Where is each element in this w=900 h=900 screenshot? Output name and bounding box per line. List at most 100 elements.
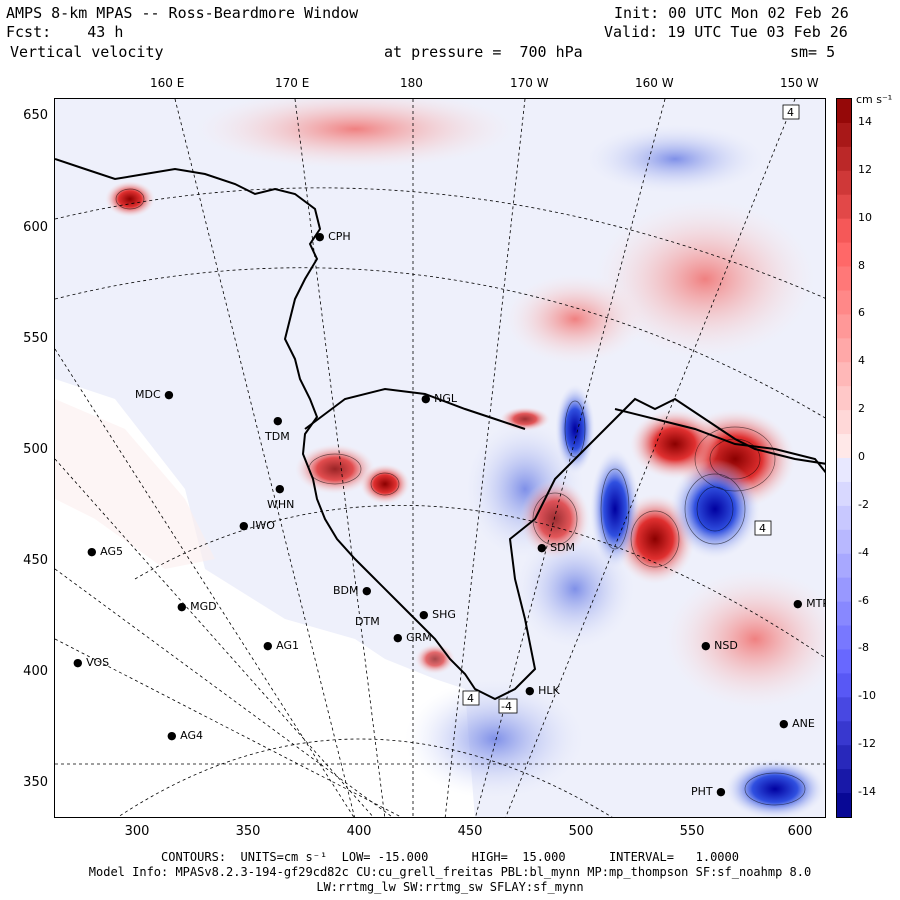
station-label: AG5 bbox=[100, 545, 123, 558]
updraft-core bbox=[360, 464, 410, 504]
colorbar-tick-label: -14 bbox=[858, 785, 876, 799]
colorbar-swatch bbox=[837, 146, 851, 172]
station-marker[interactable]: ● GRM bbox=[393, 631, 432, 644]
negative-patch bbox=[405, 679, 585, 799]
station-marker[interactable]: ● VOS bbox=[73, 656, 110, 669]
colorbar-swatch bbox=[837, 338, 851, 363]
colorbar-swatch bbox=[837, 793, 851, 818]
colorbar-tick-label: -10 bbox=[858, 689, 876, 703]
updraft-core bbox=[295, 444, 375, 494]
station-marker[interactable]: ● bbox=[273, 414, 283, 427]
y-tick-label: 400 bbox=[23, 664, 48, 679]
station-marker[interactable]: BDM ● bbox=[333, 584, 372, 597]
y-tick-label: 650 bbox=[23, 108, 48, 123]
colorbar-tick-label: 14 bbox=[858, 114, 872, 128]
station-label-box: TDM bbox=[265, 430, 290, 443]
colorbar-swatch bbox=[837, 170, 851, 196]
station-label: MDC bbox=[135, 388, 161, 401]
station-marker[interactable]: ● CPH bbox=[315, 230, 351, 243]
pressure-level: at pressure = 700 hPa bbox=[384, 43, 583, 61]
colorbar-swatch bbox=[837, 721, 851, 746]
station-label: HLK bbox=[538, 684, 560, 697]
station-marker[interactable]: ● AG5 bbox=[87, 545, 123, 558]
init-time: Init: 00 UTC Mon 02 Feb 26 bbox=[614, 4, 849, 22]
station-marker[interactable]: ● NSD bbox=[701, 639, 738, 652]
colorbar-swatch bbox=[837, 218, 851, 244]
station-marker[interactable]: ● MTR bbox=[793, 597, 825, 610]
x-tick-label: 500 bbox=[568, 824, 594, 839]
y-tick-label: 550 bbox=[23, 331, 48, 346]
station-marker[interactable]: ● NGL bbox=[421, 392, 457, 405]
station-label: AG4 bbox=[180, 729, 203, 742]
station-marker[interactable]: ● HLK bbox=[525, 684, 560, 697]
updraft-core bbox=[105, 181, 155, 217]
colorbar-swatch bbox=[837, 553, 851, 579]
station-marker[interactable]: PHT ● bbox=[691, 785, 726, 798]
colorbar-swatch bbox=[837, 410, 851, 435]
colorbar-tick-label: -12 bbox=[858, 737, 876, 751]
colorbar-swatch bbox=[837, 458, 851, 483]
colorbar-swatches bbox=[837, 99, 851, 818]
station-label: GRM bbox=[406, 631, 432, 644]
colorbar-tick-label: -2 bbox=[858, 497, 869, 511]
station-label: NSD bbox=[714, 639, 738, 652]
station-marker[interactable]: ● ANE bbox=[779, 717, 815, 730]
lon-label: 160 W bbox=[635, 76, 674, 90]
forecast-label-text: Fcst: bbox=[6, 23, 52, 41]
negative-patch bbox=[725, 759, 825, 817]
station-label: ANE bbox=[792, 717, 815, 730]
colorbar-swatch bbox=[837, 99, 851, 124]
forecast-hours: 43 h bbox=[87, 23, 124, 41]
map-canvas: 4 -4 4 4 bbox=[55, 99, 825, 817]
smoothing-value: sm= 5 bbox=[790, 43, 836, 61]
strong-downdraft-core bbox=[555, 384, 595, 474]
faint-positive-region bbox=[55, 399, 215, 569]
lon-label: 150 W bbox=[780, 76, 819, 90]
station-marker[interactable]: ● IWO bbox=[239, 519, 275, 532]
colorbar-swatch bbox=[837, 745, 851, 770]
station-label: PHT bbox=[691, 785, 713, 798]
station-marker[interactable]: ● SHG bbox=[419, 608, 456, 621]
y-tick-label: 600 bbox=[23, 220, 48, 235]
colorbar-swatch bbox=[837, 697, 851, 722]
forecast-label: Fcst: 43 h bbox=[6, 23, 123, 41]
station-marker[interactable]: ● bbox=[275, 482, 285, 495]
station-label: DTM bbox=[355, 615, 380, 628]
station-label: NGL bbox=[434, 392, 457, 405]
svg-text:4: 4 bbox=[759, 522, 766, 535]
station-marker[interactable]: ● AG1 bbox=[263, 639, 299, 652]
strong-downdraft-core bbox=[590, 449, 640, 569]
station-marker[interactable]: ● SDM bbox=[537, 541, 576, 554]
x-tick-label: 300 bbox=[124, 824, 150, 839]
svg-text:-4: -4 bbox=[501, 700, 512, 713]
contour-lines bbox=[115, 188, 806, 806]
station-label: BDM bbox=[333, 584, 359, 597]
positive-patch bbox=[595, 199, 815, 359]
coastline bbox=[55, 158, 825, 701]
colorbar-swatch bbox=[837, 769, 851, 794]
x-tick-label: 600 bbox=[787, 824, 813, 839]
updraft-core bbox=[500, 407, 550, 431]
station-label: SHG bbox=[432, 608, 456, 621]
colorbar-swatch bbox=[837, 122, 851, 148]
colorbar-swatch bbox=[837, 194, 851, 220]
station-marker[interactable]: ● MGD bbox=[177, 600, 217, 613]
valid-time: Valid: 19 UTC Tue 03 Feb 26 bbox=[604, 23, 848, 41]
x-tick-label: 350 bbox=[235, 824, 261, 839]
station-marker[interactable]: ● AG4 bbox=[167, 729, 203, 742]
colorbar-swatch bbox=[837, 266, 851, 291]
colorbar-tick-label: 2 bbox=[858, 402, 865, 416]
colorbar-tick-label: 8 bbox=[858, 258, 865, 272]
colorbar-swatch bbox=[837, 505, 851, 531]
colorbar-swatch bbox=[837, 625, 851, 650]
x-tick-label: 450 bbox=[457, 824, 483, 839]
station-label: WHN bbox=[267, 498, 295, 511]
x-tick-label: 550 bbox=[679, 824, 705, 839]
station-label: MGD bbox=[190, 600, 217, 613]
colorbar-tick-label: 10 bbox=[858, 210, 872, 224]
x-tick-label: 400 bbox=[346, 824, 372, 839]
contours-info: CONTOURS: UNITS=cm s⁻¹ LOW= -15.000 HIGH… bbox=[161, 850, 739, 864]
field-name: Vertical velocity bbox=[10, 43, 164, 61]
velocity-map: 4 -4 4 4 ● CPH MDC ● ● TDM ● NGL ● WHN ●… bbox=[54, 98, 826, 818]
station-marker[interactable]: MDC ● bbox=[135, 388, 174, 401]
